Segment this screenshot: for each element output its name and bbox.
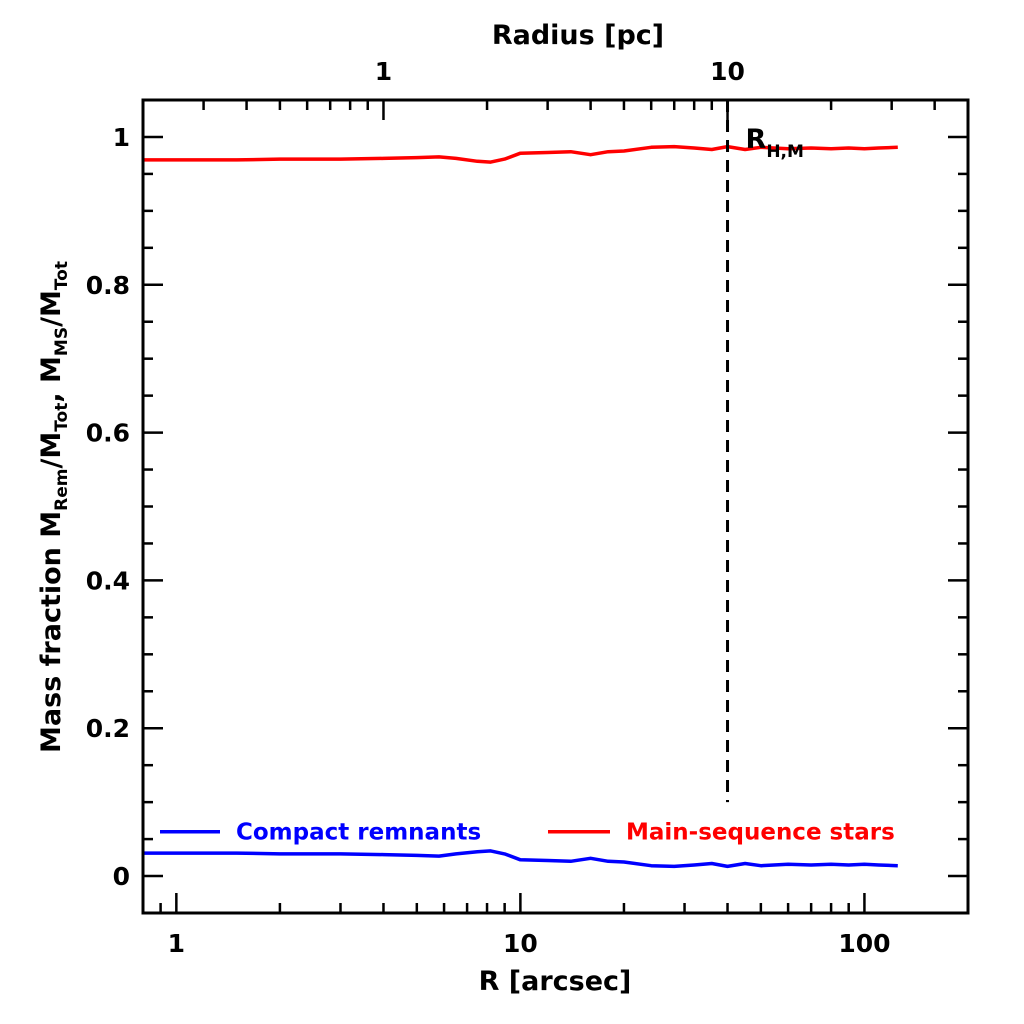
y-axis-title-mid2: , M xyxy=(36,356,67,403)
y-tick-label: 0.4 xyxy=(86,566,130,595)
top-tick-label: 1 xyxy=(375,57,392,86)
x-axis-title: R [arcsec] xyxy=(479,966,632,997)
top-tick-label: 10 xyxy=(710,57,745,86)
half-mass-radius-label-sub: H,M xyxy=(766,142,804,162)
x-tick-label: 1 xyxy=(168,929,185,958)
legend-label-compact-remnants: Compact remnants xyxy=(236,820,481,846)
y-tick-label: 1 xyxy=(113,123,130,152)
y-axis-title-sub4: Tot xyxy=(52,261,72,290)
series-line-compact-remnants xyxy=(143,849,898,869)
plot-frame xyxy=(141,98,970,915)
x-tick-label: 100 xyxy=(838,929,890,958)
half-mass-radius-label-main: R xyxy=(746,124,767,155)
y-axis-title-sub2: Tot xyxy=(52,403,72,432)
y-axis-title-mid3: /M xyxy=(36,290,67,327)
y-tick-label: 0 xyxy=(113,862,130,891)
y-axis-title-sub1: Rem xyxy=(52,469,72,511)
y-axis-title-mid1: /M xyxy=(36,432,67,469)
series-layer xyxy=(143,144,898,869)
y-axis-title-sub3: MS xyxy=(52,327,72,356)
y-tick-label: 0.2 xyxy=(86,714,130,743)
x-tick-label: 10 xyxy=(503,929,538,958)
top-axis-title: Radius [pc] xyxy=(492,20,664,51)
half-mass-radius-marker: RH,M xyxy=(726,100,804,803)
half-mass-radius-label: RH,M xyxy=(746,124,804,162)
y-tick-label: 0.6 xyxy=(86,419,130,448)
y-axis-title: Mass fraction MRem/MTot, MMS/MTot xyxy=(36,261,72,753)
legend: Compact remnants Main-sequence stars xyxy=(160,820,895,846)
legend-label-main-sequence-stars: Main-sequence stars xyxy=(626,820,895,846)
y-tick-label: 0.8 xyxy=(86,271,130,300)
series-line-main-sequence-stars xyxy=(143,144,898,164)
y-axis-title-prefix: Mass fraction M xyxy=(36,511,67,753)
